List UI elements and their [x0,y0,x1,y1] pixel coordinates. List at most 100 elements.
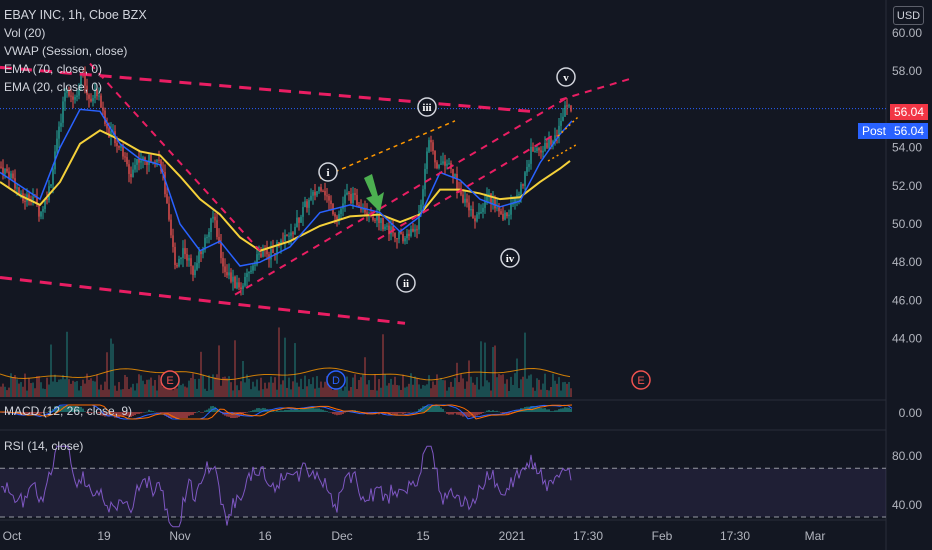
volume-bar [290,389,292,397]
candle-body [362,208,364,210]
macd-bar [50,410,52,412]
volume-bar [456,362,458,397]
macd-bar [208,408,210,412]
macd-bar [226,412,228,417]
macd-signal-line [0,404,573,420]
volume-bar [242,360,244,397]
wave-label-circle-i [318,162,338,182]
price-tick-0: 60.00 [892,26,922,40]
candle-body [214,216,216,221]
volume-bar [146,379,148,397]
legend-vwap[interactable]: VWAP (Session, close) [4,44,128,58]
candle-body [280,240,282,245]
macd-bar [186,412,188,418]
candle-body [416,229,418,231]
candle-body [140,160,142,163]
rsi-label[interactable]: RSI (14, close) [4,439,84,453]
macd-bar [282,410,284,412]
time-tick-9: 17:30 [720,529,750,543]
macd-bar [252,410,254,412]
macd-bar [202,412,204,413]
legend-ema20[interactable]: EMA (20, close, 0) [4,80,103,94]
volume-bar [378,379,380,397]
macd-bar [382,412,384,415]
candle-body [204,237,206,250]
candle-body [422,189,424,205]
event-marker-2: E [637,375,644,387]
volume-bar [320,381,322,397]
macd-bar [74,406,76,412]
candle-body [548,138,550,148]
volume-bar [420,388,422,397]
volume-bar [26,390,28,397]
candle-body [364,208,366,213]
macd-bar [444,411,446,413]
candle-body [288,235,290,237]
macd-bar [216,409,218,412]
candle-body [434,150,436,163]
macd-bar [416,411,418,413]
volume-bar [130,387,132,397]
legend-volume[interactable]: Vol (20) [4,26,46,40]
candle-body [322,190,324,192]
candle-body [80,74,82,86]
macd-bar [118,412,120,418]
volume-bar [498,374,500,397]
volume-bar [490,390,492,397]
macd-bar [276,410,278,412]
candle-body [412,228,414,232]
candle-body [522,184,524,186]
macd-bar [290,409,292,412]
macd-bar [334,412,336,415]
wave-label-i: i [326,167,329,179]
candle-body [210,218,212,233]
volume-bar [326,376,328,397]
legend-ema70[interactable]: EMA (70, close, 0) [4,62,103,76]
volume-bar [196,388,198,397]
macd-bar [400,412,402,414]
volume-bar [284,337,286,397]
volume-bar [538,379,540,397]
candle-body [398,231,400,240]
candle-body [456,173,458,190]
macd-label[interactable]: MACD (12, 26, close, 9) [4,404,133,418]
volume-bar [62,375,64,397]
volume-bar [36,376,38,397]
macd-bar [540,407,542,412]
candle-body [102,107,104,111]
volume-bar [120,389,122,397]
candle-body [330,200,332,205]
volume-bar [562,382,564,397]
event-marker-circle-0 [160,370,180,390]
volume-bar [278,327,280,397]
candle-body [348,192,350,194]
candle-body [414,229,416,232]
price-tick-6: 48.00 [892,255,922,269]
symbol-title[interactable]: EBAY INC, 1h, Cboe BZX [4,8,147,22]
candle-body [286,235,288,237]
rsi-line [0,445,572,528]
candle-body [248,271,250,274]
volume-bar [550,387,552,397]
volume-bar [138,374,140,397]
volume-bar [524,332,526,397]
volume-ma-line [0,367,571,381]
candle-body [56,138,58,152]
trendline-5 [319,120,456,179]
candle-body [106,123,108,129]
time-tick-3: 16 [258,529,272,543]
macd-bar [438,406,440,412]
candle-body [250,270,252,272]
candle-body [138,158,140,163]
volume-bar [432,381,434,397]
macd-bar [96,412,98,413]
candle-body [254,264,256,266]
macd-bar [26,412,28,415]
time-tick-4: Dec [331,529,352,543]
volume-bar [404,387,406,397]
volume-bar [468,360,470,397]
candle-body [484,201,486,208]
currency-button[interactable]: USD [893,6,924,25]
candle-body [466,198,468,203]
